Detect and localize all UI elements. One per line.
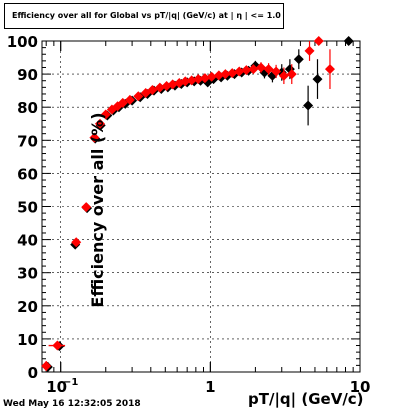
y-tick-label: 60 (17, 165, 38, 183)
data-point (271, 66, 282, 77)
chart-title-box: Efficiency over all for Global vs pT/|q|… (4, 3, 284, 29)
data-point (278, 70, 289, 81)
data-point (293, 54, 304, 65)
data-point (186, 75, 197, 86)
data-point (52, 340, 63, 351)
x-tick-label-exponent: −1 (63, 377, 78, 388)
y-tick-label: 80 (17, 99, 38, 117)
data-point (100, 109, 111, 120)
data-point (167, 79, 178, 90)
data-point (220, 69, 231, 80)
data-point (303, 100, 314, 111)
y-tick-label: 0 (28, 364, 38, 382)
data-point (241, 65, 252, 76)
y-tick-label: 90 (17, 66, 38, 84)
y-tick-label: 20 (17, 298, 38, 316)
y-tick-label: 30 (17, 265, 38, 283)
data-points (41, 36, 354, 373)
x-tick-label: 10 (350, 378, 371, 396)
data-point (180, 76, 191, 87)
y-tick-label: 10 (17, 331, 38, 349)
data-point (117, 97, 128, 108)
data-point (41, 361, 52, 372)
data-point (312, 74, 323, 85)
data-point (124, 94, 135, 105)
data-point (193, 74, 204, 85)
data-point (234, 66, 245, 77)
data-point (81, 202, 92, 213)
data-point (304, 45, 315, 56)
data-point (213, 70, 224, 81)
data-point (255, 62, 266, 73)
x-tick-label: 10 (46, 378, 67, 396)
y-tick-label: 50 (17, 199, 38, 217)
y-tick-label: 40 (17, 232, 38, 250)
data-point (206, 71, 217, 82)
x-axis-title: pT/|q| (GeV/c) (248, 390, 364, 408)
chart-title: Efficiency over all for Global vs pT/|q|… (12, 11, 281, 20)
data-point (263, 64, 274, 75)
data-point (248, 64, 259, 75)
datestamp: Wed May 16 12:32:05 2018 (3, 399, 141, 409)
data-point (286, 69, 297, 80)
data-point (71, 237, 82, 248)
data-point (89, 132, 100, 143)
y-axis-title: Efficiency over all (%) (88, 112, 108, 308)
y-tick-label: 100 (7, 33, 38, 51)
data-point (227, 68, 238, 79)
y-tick-label: 70 (17, 132, 38, 150)
series-1 (41, 36, 335, 372)
data-point (94, 118, 105, 129)
data-point (154, 82, 165, 93)
x-tick-label: 1 (205, 378, 215, 396)
data-point (199, 73, 210, 84)
data-point (133, 91, 144, 102)
data-point (147, 84, 158, 95)
data-point (324, 64, 335, 75)
data-point (313, 36, 324, 46)
data-point (343, 36, 354, 46)
